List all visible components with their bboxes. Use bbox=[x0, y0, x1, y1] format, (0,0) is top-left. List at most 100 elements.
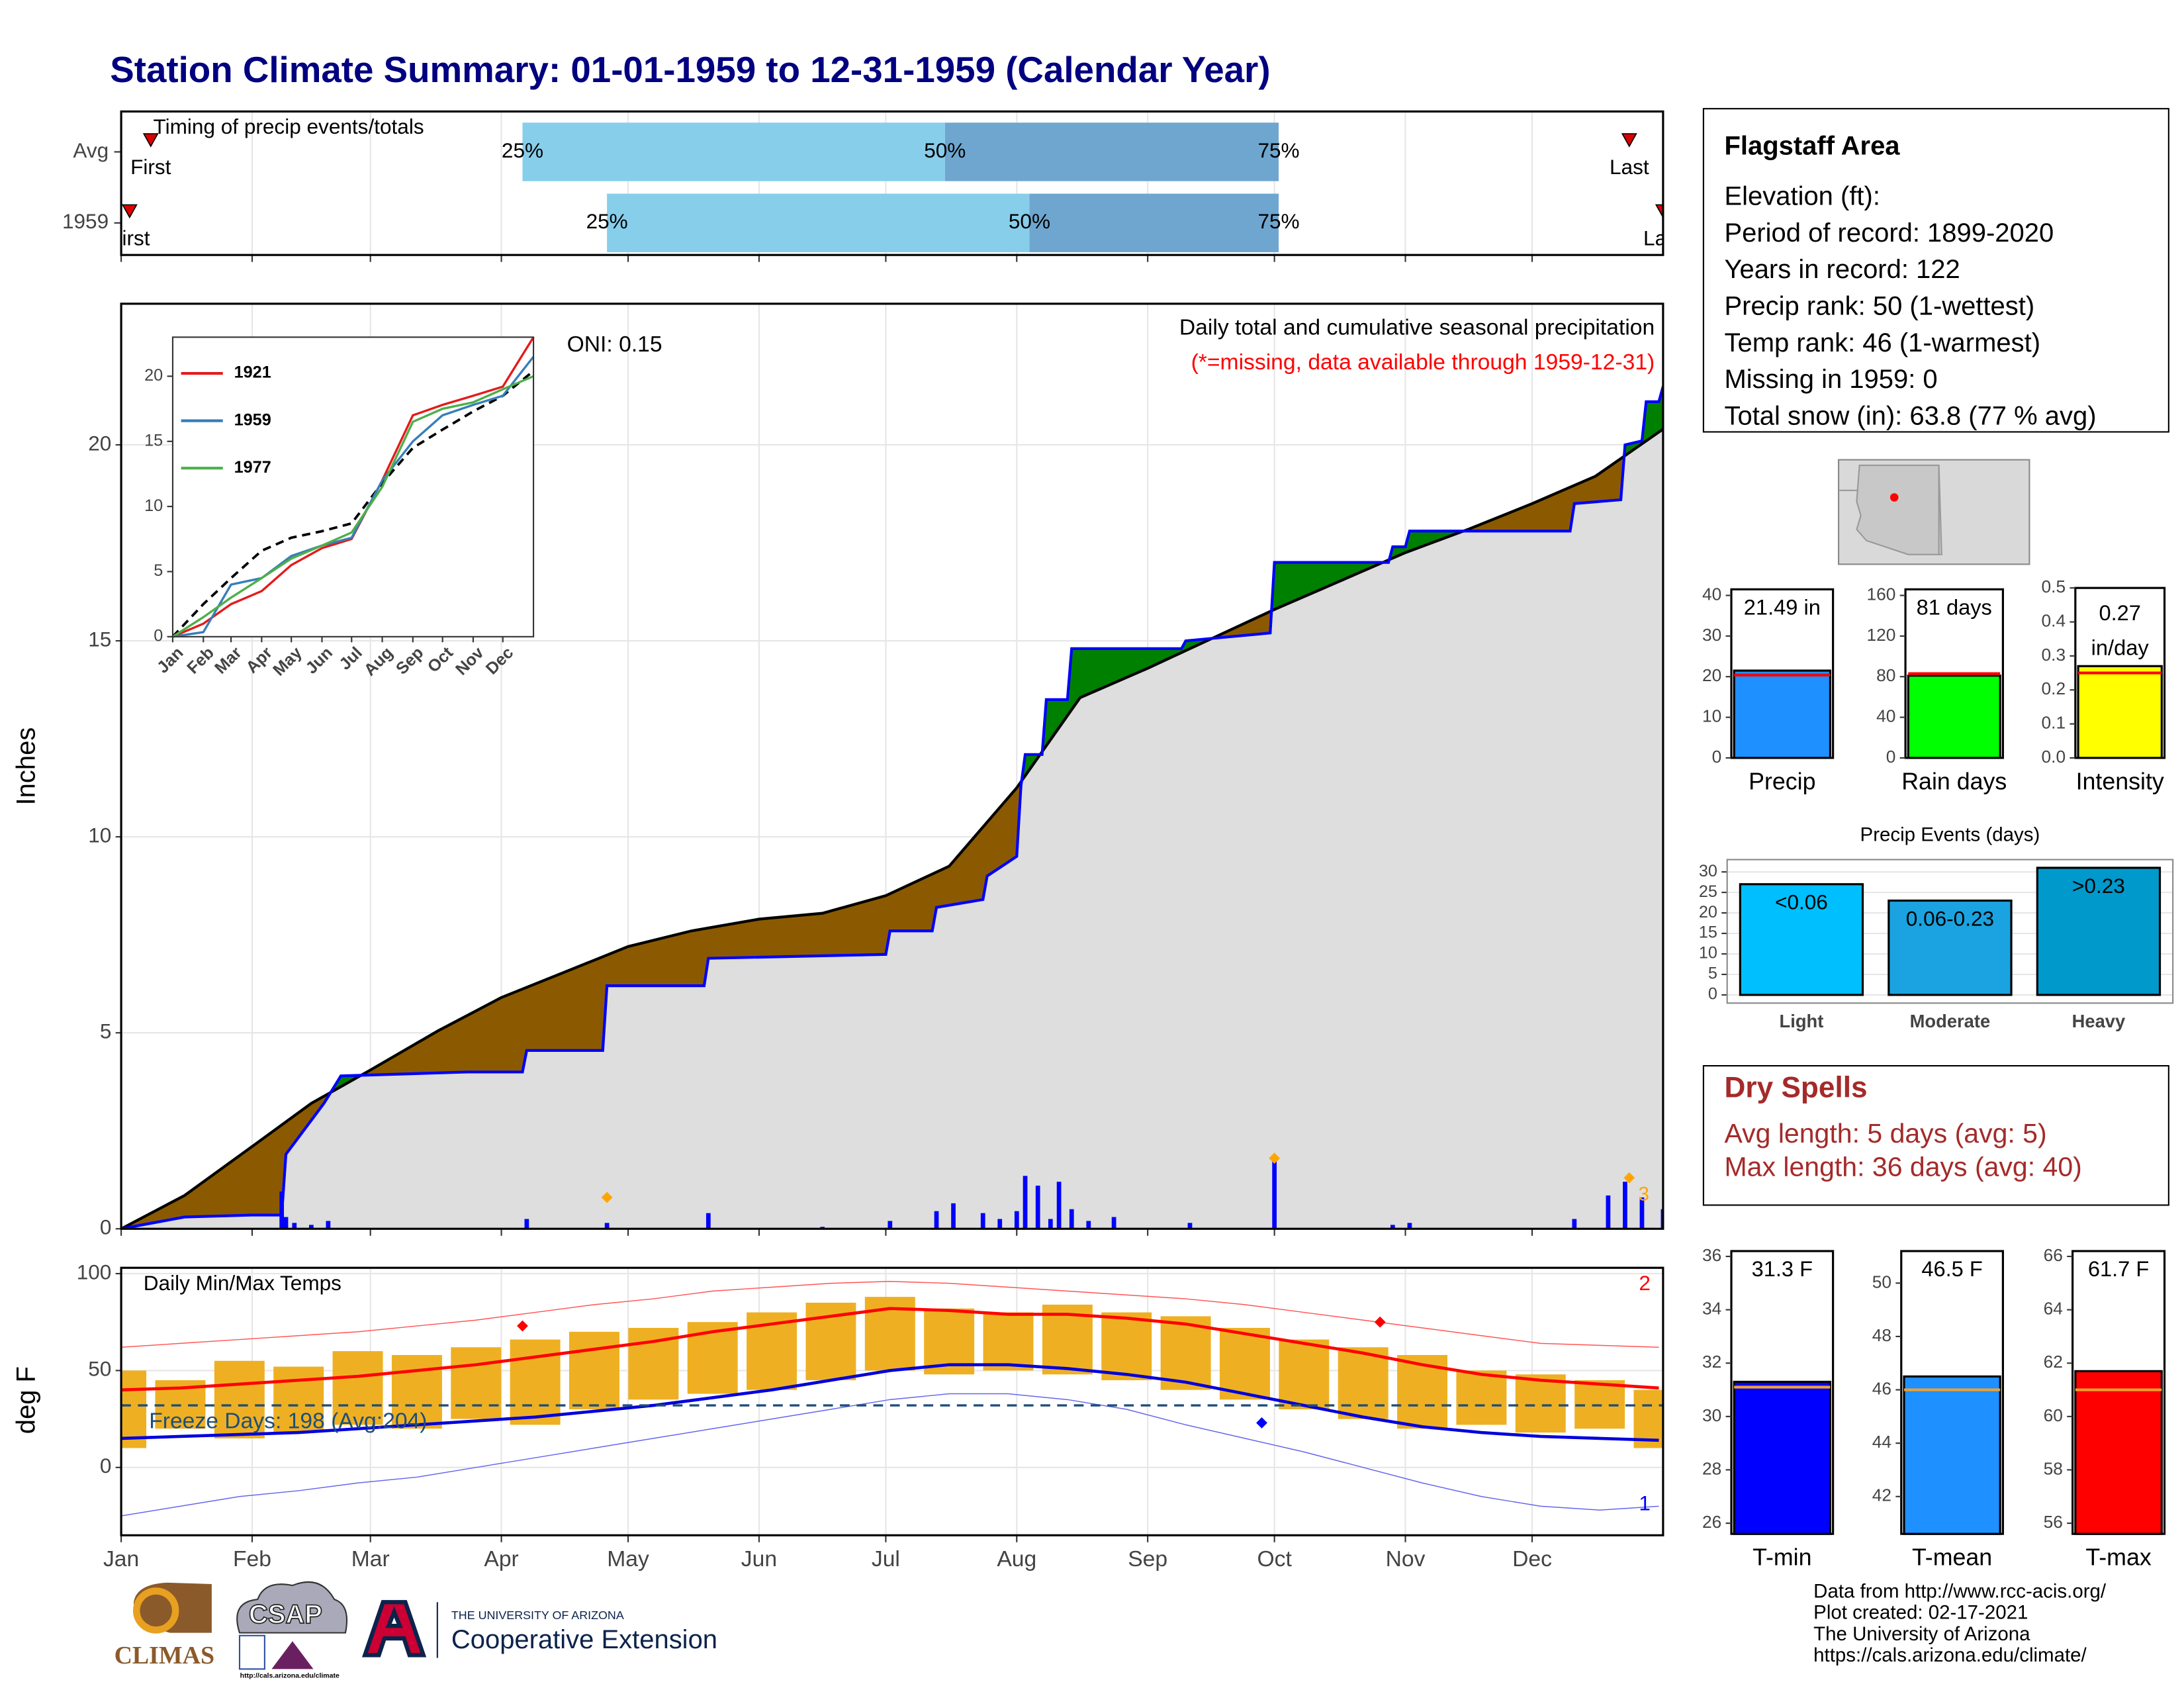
daily-bar bbox=[1187, 1223, 1193, 1229]
x-tick-label: Nov bbox=[1386, 1547, 1426, 1571]
x-tick-label: May bbox=[607, 1547, 649, 1571]
x-tick-label: Feb bbox=[233, 1547, 271, 1571]
temp-range-bar bbox=[214, 1360, 265, 1438]
bar-label: 0.06-0.23 bbox=[1906, 906, 1994, 930]
x-tick-label: Jul bbox=[872, 1547, 900, 1571]
x-tick-label: Dec bbox=[1512, 1547, 1552, 1571]
y-tick-label: 62 bbox=[2044, 1352, 2063, 1372]
plot-frame bbox=[120, 303, 1664, 1230]
y-axis-label: deg F bbox=[12, 1366, 41, 1434]
temp-range-bar bbox=[983, 1312, 1034, 1371]
gauge-bar bbox=[1903, 1375, 2001, 1535]
daily-bar bbox=[1606, 1195, 1611, 1229]
gauge-bar bbox=[1907, 675, 2001, 759]
chart-title: Precip Events (days) bbox=[1860, 824, 2040, 846]
y-tick-label: 10 bbox=[144, 496, 163, 515]
station-dot bbox=[1889, 493, 1899, 502]
daily-bar bbox=[997, 1219, 1003, 1229]
y-tick-label: 66 bbox=[2044, 1245, 2063, 1265]
x-tick-label: Sep bbox=[1128, 1547, 1167, 1571]
temp-range-bar bbox=[391, 1354, 442, 1429]
freeze-label: Freeze Days: 198 (Avg:204) bbox=[149, 1409, 427, 1433]
y-tick-label: 10 bbox=[1702, 706, 1721, 726]
y-tick-label: 44 bbox=[1872, 1432, 1891, 1452]
y-tick-label: 46 bbox=[1872, 1379, 1891, 1399]
plot-frame bbox=[120, 110, 1664, 256]
daily-bar bbox=[1035, 1186, 1040, 1229]
csap-logo bbox=[236, 1581, 348, 1634]
y-tick-label: 0 bbox=[1708, 985, 1717, 1004]
bar bbox=[2036, 867, 2161, 996]
dry-spells-title: Dry Spells bbox=[1724, 1072, 1867, 1104]
y-tick-label: 50 bbox=[1872, 1272, 1891, 1291]
event-marker bbox=[142, 133, 159, 148]
daily-bar bbox=[308, 1225, 314, 1229]
y-tick-label: 30 bbox=[1702, 1405, 1721, 1425]
csap-logo bbox=[238, 1634, 265, 1670]
quartile-bar bbox=[607, 193, 1030, 252]
x-axis-label: Precip bbox=[1749, 768, 1815, 794]
temp-plot: Freeze Days: 198 (Avg:204) bbox=[121, 1280, 1663, 1517]
precip-chart: 0 5 10 15 20 3 ONI: 0.15 Daily total and cumula… bbox=[12, 303, 1664, 1239]
gauge-chart: 0 40 80 120 160 81 days Rain days bbox=[1866, 584, 2007, 794]
y-tick-label: 15 bbox=[1699, 923, 1717, 942]
y-tick-label: 0 bbox=[100, 1454, 112, 1477]
daily-bar bbox=[1639, 1197, 1645, 1229]
temp-range-bar bbox=[451, 1347, 502, 1419]
y-tick-label: 0 bbox=[1712, 747, 1722, 767]
gauge-bar bbox=[1733, 1380, 1832, 1535]
legend-label: 1921 bbox=[234, 363, 271, 382]
value-label: 31.3 F bbox=[1752, 1256, 1813, 1281]
university-text: THE UNIVERSITY OF ARIZONA bbox=[451, 1609, 624, 1622]
event-label: Last bbox=[1610, 155, 1649, 179]
temp-range-bar bbox=[510, 1339, 561, 1425]
y-tick-label: 0.0 bbox=[2042, 747, 2066, 767]
x-axis-label: T-mean bbox=[1912, 1544, 1992, 1571]
y-axis-label: Inches bbox=[12, 727, 41, 806]
x-tick-label: Aug bbox=[997, 1547, 1036, 1571]
legend-label: 1977 bbox=[234, 458, 271, 477]
x-axis-label: T-max bbox=[2085, 1544, 2151, 1571]
y-tick-label: 15 bbox=[144, 431, 163, 449]
temp-range-bar bbox=[569, 1331, 619, 1409]
gauge-bar bbox=[2077, 665, 2163, 759]
x-axis-label: T-min bbox=[1752, 1544, 1811, 1571]
daily-bar bbox=[283, 1217, 289, 1229]
y-tick-label: 0 bbox=[1886, 747, 1896, 767]
bar-label: <0.06 bbox=[1775, 890, 1828, 914]
daily-bar bbox=[1661, 1209, 1663, 1229]
y-tick-label: 15 bbox=[88, 627, 111, 651]
y-tick-label: 5 bbox=[1708, 964, 1717, 983]
value-label: 0.27 bbox=[2099, 600, 2140, 625]
footer-line: https://cals.arizona.edu/climate/ bbox=[1813, 1644, 2087, 1666]
temp-range-bar bbox=[1515, 1374, 1566, 1433]
y-tick-label: 64 bbox=[2044, 1299, 2063, 1319]
y-tick-label: 56 bbox=[2044, 1512, 2063, 1532]
daily-bar bbox=[1572, 1219, 1577, 1229]
info-line: Temp rank: 46 (1-warmest) bbox=[1724, 328, 2040, 357]
daily-bar bbox=[1272, 1160, 1277, 1229]
y-tick-label: 20 bbox=[1702, 665, 1721, 685]
y-tick-label: 80 bbox=[1876, 665, 1895, 685]
chart-subtitle: (*=missing, data available through 1959-… bbox=[1191, 350, 1655, 375]
gauge-chart: 0.0 0.1 0.2 0.3 0.4 0.5 0.27 in/day Intensity bbox=[2042, 577, 2166, 794]
y-tick-label: 0 bbox=[100, 1215, 112, 1239]
csap-text: CSAP bbox=[249, 1600, 322, 1629]
quartile-label: 50% bbox=[1009, 209, 1050, 233]
temp-range-bar bbox=[1279, 1339, 1330, 1409]
y-tick-label: 58 bbox=[2044, 1458, 2063, 1478]
info-line: Years in record: 122 bbox=[1724, 255, 1960, 284]
timing-title: Timing of precip events/totals bbox=[154, 115, 424, 138]
y-tick-label: 100 bbox=[77, 1260, 112, 1284]
x-tick-label: Moderate bbox=[1910, 1011, 1991, 1031]
y-tick-label: 40 bbox=[1702, 584, 1721, 604]
avg-line bbox=[121, 428, 1663, 1229]
y-tick-label: 20 bbox=[1699, 903, 1717, 921]
y-tick-label: 26 bbox=[1702, 1512, 1721, 1532]
record-marker bbox=[1256, 1417, 1267, 1429]
y-tick-label: 0.4 bbox=[2042, 610, 2066, 630]
info-line: Precip rank: 50 (1-wettest) bbox=[1724, 292, 2034, 321]
daily-bar bbox=[934, 1211, 939, 1229]
temp-chart: Jan Feb Mar Apr May Jun Jul Aug Sep Oct Nov Dec 0 50 1… bbox=[12, 1260, 1664, 1571]
